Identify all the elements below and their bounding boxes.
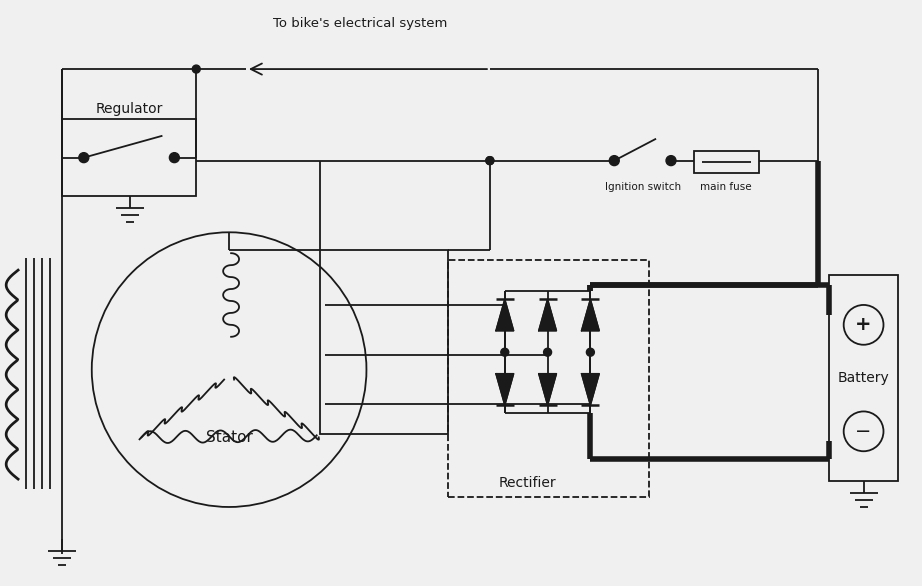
Text: Rectifier: Rectifier — [499, 476, 557, 490]
Bar — [829, 275, 898, 481]
Text: To bike's electrical system: To bike's electrical system — [273, 17, 448, 30]
Text: −: − — [856, 422, 872, 441]
Bar — [694, 151, 759, 172]
Polygon shape — [582, 374, 599, 406]
Text: +: + — [856, 315, 872, 335]
Text: Ignition switch: Ignition switch — [605, 182, 680, 192]
Circle shape — [666, 156, 676, 166]
Circle shape — [501, 348, 509, 356]
Circle shape — [544, 348, 551, 356]
Polygon shape — [496, 299, 514, 331]
Circle shape — [170, 153, 180, 163]
Circle shape — [486, 156, 494, 165]
Polygon shape — [538, 299, 557, 331]
Polygon shape — [538, 374, 557, 406]
Circle shape — [193, 65, 200, 73]
Bar — [320, 250, 448, 434]
Text: Stator: Stator — [206, 430, 253, 445]
Text: Regulator: Regulator — [95, 102, 163, 116]
Circle shape — [586, 348, 595, 356]
Bar — [62, 119, 196, 196]
Text: main fuse: main fuse — [701, 182, 752, 192]
Polygon shape — [582, 299, 599, 331]
Circle shape — [78, 153, 89, 163]
Text: Battery: Battery — [838, 371, 890, 385]
Circle shape — [609, 156, 620, 166]
Bar — [448, 260, 649, 497]
Circle shape — [486, 156, 494, 165]
Polygon shape — [496, 374, 514, 406]
